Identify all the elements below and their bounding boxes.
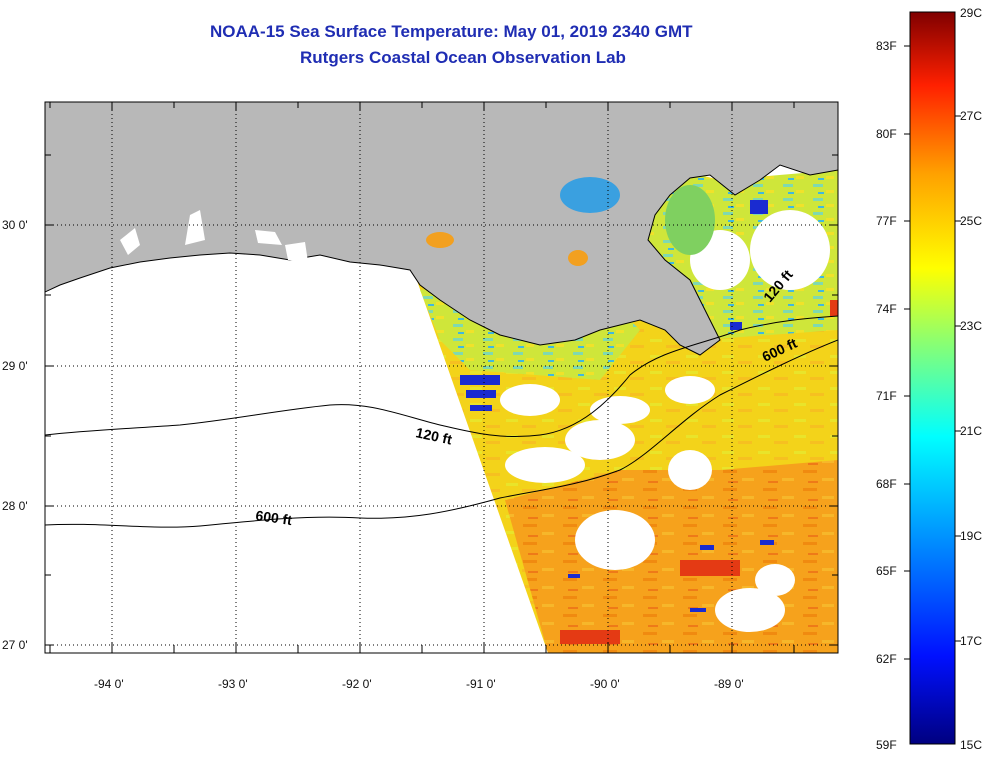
land-mass bbox=[45, 102, 838, 356]
contour-120ft bbox=[45, 315, 838, 438]
colorbar-f-label: 65F bbox=[876, 564, 897, 578]
colorbar-ticks bbox=[904, 45, 961, 660]
lat-label: 29 0' bbox=[2, 359, 28, 373]
colorbar-f-label: 80F bbox=[876, 127, 897, 141]
colorbar-c-label: 21C bbox=[960, 424, 983, 438]
contour-label-120ft-west: 120 ft bbox=[414, 424, 453, 447]
cloud-patches bbox=[500, 210, 830, 632]
colorbar-c-label: 27C bbox=[960, 109, 983, 123]
colorbar-f-label: 83F bbox=[876, 39, 897, 53]
colorbar-c-label: 15C bbox=[960, 738, 983, 752]
lon-label: -93 0' bbox=[218, 677, 248, 691]
inland-lakes bbox=[120, 210, 308, 262]
map-subtitle: Rutgers Coastal Ocean Observation Lab bbox=[300, 48, 626, 67]
colorbar bbox=[909, 11, 956, 745]
colorbar-c-label: 17C bbox=[960, 634, 983, 648]
lon-label: -94 0' bbox=[94, 677, 124, 691]
colorbar-c-label: 25C bbox=[960, 214, 983, 228]
lat-label: 30 0' bbox=[2, 218, 28, 232]
contour-label-600ft-west: 600 ft bbox=[255, 507, 294, 528]
lon-label: -90 0' bbox=[590, 677, 620, 691]
lon-label: -89 0' bbox=[714, 677, 744, 691]
lon-label: -92 0' bbox=[342, 677, 372, 691]
bay-water-blobs bbox=[426, 177, 715, 266]
colorbar-c-label: 19C bbox=[960, 529, 983, 543]
map-border bbox=[44, 101, 839, 654]
hot-patches bbox=[560, 300, 838, 644]
colorbar-f-label: 68F bbox=[876, 477, 897, 491]
lat-label: 27 0' bbox=[2, 638, 28, 652]
colorbar-f-label: 74F bbox=[876, 302, 897, 316]
contour-600ft bbox=[45, 339, 838, 528]
map-title: NOAA-15 Sea Surface Temperature: May 01,… bbox=[210, 22, 693, 41]
colorbar-c-label: 29C bbox=[960, 6, 983, 20]
map-grid bbox=[45, 102, 838, 653]
colorbar-f-label: 71F bbox=[876, 389, 897, 403]
lon-label: -91 0' bbox=[466, 677, 496, 691]
colorbar-c-label: 23C bbox=[960, 319, 983, 333]
colorbar-f-label: 59F bbox=[876, 738, 897, 752]
map-ticks bbox=[45, 102, 838, 653]
colorbar-f-label: 77F bbox=[876, 214, 897, 228]
lat-label: 28 0' bbox=[2, 499, 28, 513]
warm-water-region bbox=[505, 460, 838, 653]
colorbar-f-label: 62F bbox=[876, 652, 897, 666]
